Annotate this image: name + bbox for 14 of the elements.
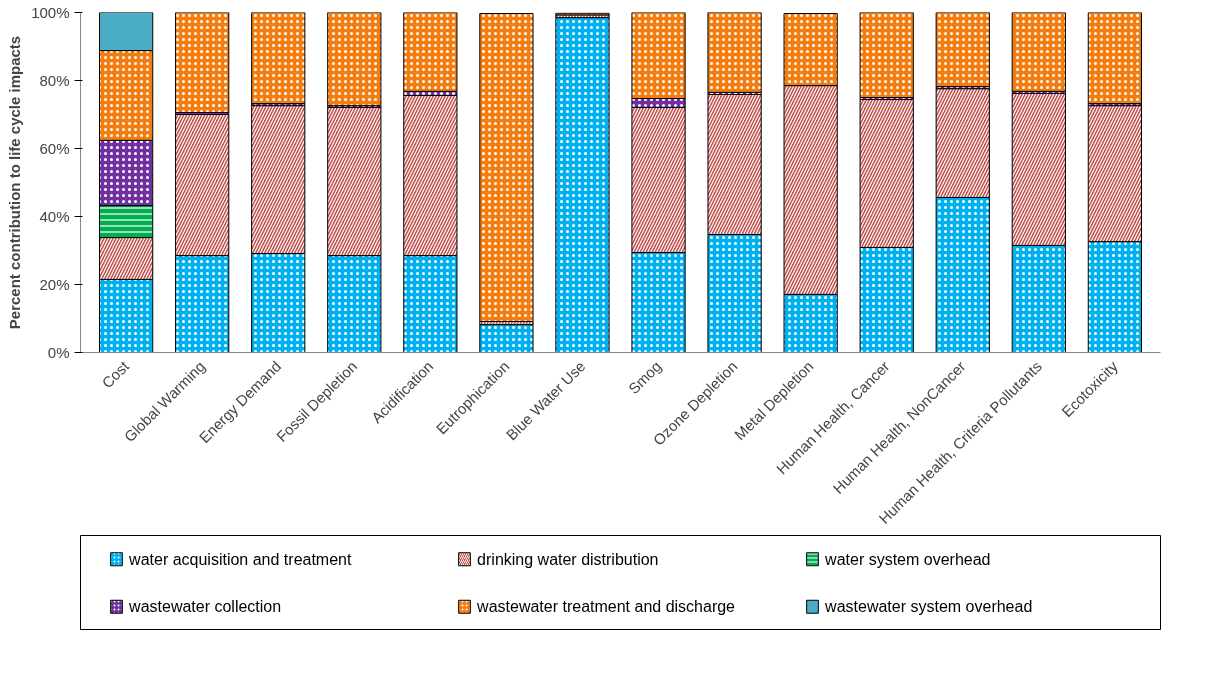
legend-label: wastewater treatment and discharge bbox=[476, 598, 736, 616]
y-axis-title: Percent contribution to life cycle impacts bbox=[6, 35, 24, 330]
y-tick-label: 0% bbox=[47, 344, 70, 361]
legend-label: wastewater collection bbox=[128, 598, 282, 616]
legend-label: water acquisition and treatment bbox=[128, 550, 352, 568]
y-tick-label: 40% bbox=[39, 208, 70, 225]
y-tick-label: 60% bbox=[39, 140, 70, 157]
x-tick-label: Cost bbox=[98, 356, 133, 392]
legend-label: drinking water distribution bbox=[477, 550, 659, 568]
legend-label: wastewater system overhead bbox=[824, 598, 1033, 616]
y-tick-label: 20% bbox=[39, 276, 70, 293]
y-tick-label: 80% bbox=[39, 72, 70, 89]
y-tick-label: 100% bbox=[31, 4, 70, 21]
legend-label: water system overhead bbox=[824, 550, 991, 568]
